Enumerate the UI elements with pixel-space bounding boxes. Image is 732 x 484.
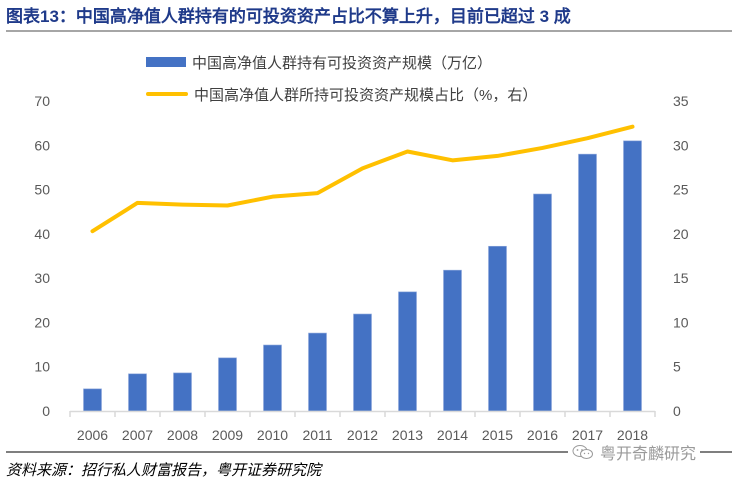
left-tick-label: 40 (34, 226, 50, 242)
legend-swatch-bar (146, 57, 186, 67)
x-tick-label: 2007 (122, 427, 153, 443)
bar-2013 (398, 291, 417, 412)
left-tick-label: 50 (34, 182, 50, 198)
x-tick-label: 2014 (437, 427, 468, 443)
x-tick-label: 2012 (347, 427, 378, 443)
left-tick-label: 0 (42, 403, 50, 419)
bar-2015 (488, 245, 507, 412)
chart-title: 图表13：中国高净值人群持有的可投资资产占比不算上升，目前已超过 3 成 (6, 7, 571, 26)
left-tick-label: 10 (34, 359, 50, 375)
footer-divider (6, 451, 732, 453)
legend-label-bar: 中国高净值人群持有可投资资产规模（万亿） (192, 54, 493, 72)
left-axis: 0 10 20 30 40 50 60 70 (34, 93, 50, 419)
x-tick-label: 2011 (302, 427, 332, 443)
x-tick-label: 2013 (392, 427, 423, 443)
bar-2007 (128, 373, 147, 412)
title-divider (6, 30, 732, 32)
right-tick-label: 30 (673, 137, 689, 153)
right-axis: 0 5 10 15 20 25 30 35 (673, 93, 689, 419)
bar-2017 (578, 153, 597, 412)
chart-legend: 中国高净值人群持有可投资资产规模（万亿） 中国高净值人群所持可投资资产规模占比（… (146, 46, 537, 110)
bar-2012 (353, 313, 372, 412)
right-tick-label: 20 (673, 226, 689, 242)
bar-2011 (308, 332, 327, 412)
legend-item-line: 中国高净值人群所持可投资资产规模占比（%，右） (146, 78, 537, 110)
x-tick-label: 2017 (572, 427, 603, 443)
x-tick-label: 2018 (617, 427, 648, 443)
x-tick-label: 2010 (257, 427, 288, 443)
x-tick-label: 2015 (482, 427, 513, 443)
left-tick-label: 20 (34, 314, 50, 330)
x-axis: 2006 2007 2008 2009 2010 2011 2012 2013 2014 2015… (69, 410, 656, 443)
x-tick-label: 2008 (167, 427, 198, 443)
x-tick-label: 2016 (527, 427, 558, 443)
right-tick-label: 10 (673, 314, 689, 330)
bar-2006 (83, 388, 102, 412)
line-series (90, 124, 635, 234)
bar-2018 (623, 140, 642, 412)
watermark: 粤开奇麟研究 (568, 440, 701, 464)
left-tick-label: 60 (34, 137, 50, 153)
legend-swatch-line (146, 92, 188, 96)
bar-2010 (263, 344, 282, 412)
x-tick-label: 2006 (77, 427, 108, 443)
source-note: 资料来源：招行私人财富报告，粤开证券研究院 (6, 462, 322, 479)
x-tick-label: 2009 (212, 427, 243, 443)
watermark-text: 粤开奇麟研究 (600, 446, 697, 463)
bar-2016 (533, 193, 552, 412)
right-tick-label: 15 (673, 270, 689, 286)
left-tick-label: 30 (34, 270, 50, 286)
right-tick-label: 0 (673, 403, 681, 419)
bar-series (83, 140, 642, 412)
right-tick-label: 5 (673, 359, 681, 375)
bar-2008 (173, 372, 192, 412)
right-tick-label: 25 (673, 182, 689, 198)
bar-2009 (218, 357, 237, 412)
right-tick-label: 35 (673, 93, 689, 109)
bar-2014 (443, 269, 462, 412)
legend-label-line: 中国高净值人群所持可投资资产规模占比（%，右） (194, 86, 538, 104)
left-tick-label: 70 (34, 93, 50, 109)
legend-item-bar: 中国高净值人群持有可投资资产规模（万亿） (146, 46, 537, 78)
wechat-icon (572, 445, 593, 459)
